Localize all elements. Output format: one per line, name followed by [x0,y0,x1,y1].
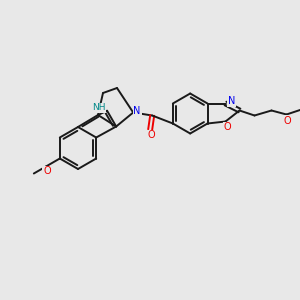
Text: O: O [147,130,155,140]
Text: O: O [284,116,291,125]
Text: O: O [43,167,51,176]
Text: N: N [134,106,141,116]
Text: NH: NH [92,103,106,112]
Text: N: N [228,97,235,106]
Text: O: O [224,122,231,133]
